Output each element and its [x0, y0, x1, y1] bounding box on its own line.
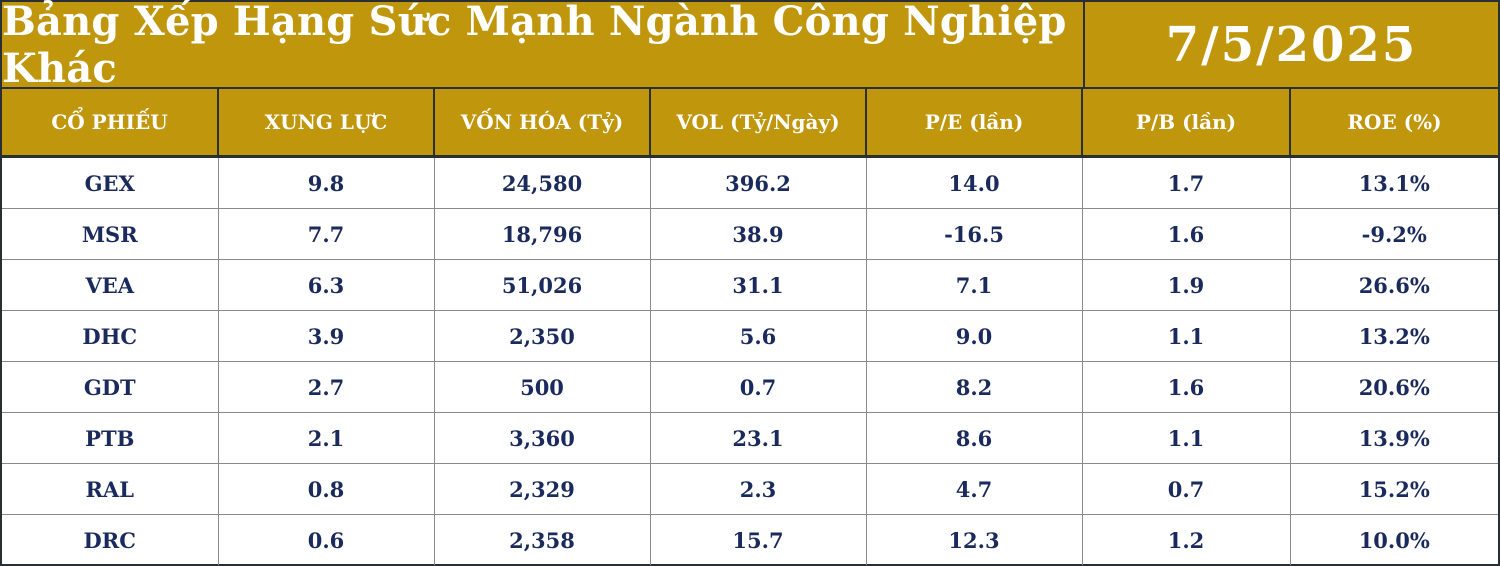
market-cap-cell: 2,329 — [434, 463, 651, 515]
pe-cell: 8.2 — [866, 361, 1083, 413]
table-row: GDT 2.7 500 0.7 8.2 1.6 20.6% — [2, 361, 1498, 413]
ticker-cell: MSR — [2, 208, 219, 260]
volume-cell: 0.7 — [650, 361, 867, 413]
ticker-cell: PTB — [2, 412, 219, 464]
pe-cell: 12.3 — [866, 514, 1083, 565]
pe-cell: 14.0 — [866, 156, 1083, 209]
column-header-pe: P/E (lần) — [866, 89, 1083, 158]
column-header-momentum: XUNG LỰC — [218, 89, 435, 158]
momentum-cell: 0.8 — [218, 463, 435, 515]
ticker-cell: VEA — [2, 259, 219, 311]
roe-cell: 26.6% — [1290, 259, 1498, 311]
report-date: 7/5/2025 — [1085, 2, 1498, 87]
pb-cell: 1.6 — [1082, 361, 1291, 413]
title-bar: Bảng Xếp Hạng Sức Mạnh Ngành Công Nghiệp… — [2, 0, 1498, 92]
pe-cell: 8.6 — [866, 412, 1083, 464]
pb-cell: 1.1 — [1082, 412, 1291, 464]
volume-cell: 38.9 — [650, 208, 867, 260]
volume-cell: 5.6 — [650, 310, 867, 362]
column-header-roe: ROE (%) — [1290, 89, 1498, 158]
pb-cell: 1.2 — [1082, 514, 1291, 565]
momentum-cell: 9.8 — [218, 156, 435, 209]
table-row: DRC 0.6 2,358 15.7 12.3 1.2 10.0% — [2, 514, 1498, 565]
header-row: CỔ PHIẾU XUNG LỰC VỐN HÓA (Tỷ) VOL (Tỷ/N… — [2, 89, 1498, 158]
momentum-cell: 3.9 — [218, 310, 435, 362]
column-header-market-cap: VỐN HÓA (Tỷ) — [434, 89, 651, 158]
pb-cell: 1.7 — [1082, 156, 1291, 209]
volume-cell: 31.1 — [650, 259, 867, 311]
stock-ranking-table: CỔ PHIẾU XUNG LỰC VỐN HÓA (Tỷ) VOL (Tỷ/N… — [2, 89, 1498, 565]
column-header-volume: VOL (Tỷ/Ngày) — [650, 89, 867, 158]
volume-cell: 2.3 — [650, 463, 867, 515]
pb-cell: 1.1 — [1082, 310, 1291, 362]
ticker-cell: GDT — [2, 361, 219, 413]
pb-cell: 0.7 — [1082, 463, 1291, 515]
ticker-cell: DHC — [2, 310, 219, 362]
table-header: CỔ PHIẾU XUNG LỰC VỐN HÓA (Tỷ) VOL (Tỷ/N… — [2, 89, 1498, 158]
roe-cell: 20.6% — [1290, 361, 1498, 413]
roe-cell: 15.2% — [1290, 463, 1498, 515]
pe-cell: 4.7 — [866, 463, 1083, 515]
ticker-cell: DRC — [2, 514, 219, 565]
table-row: PTB 2.1 3,360 23.1 8.6 1.1 13.9% — [2, 412, 1498, 464]
table-title: Bảng Xếp Hạng Sức Mạnh Ngành Công Nghiệp… — [2, 0, 1085, 92]
momentum-cell: 2.7 — [218, 361, 435, 413]
volume-cell: 396.2 — [650, 156, 867, 209]
column-header-ticker: CỔ PHIẾU — [2, 89, 219, 158]
roe-cell: 13.2% — [1290, 310, 1498, 362]
table-row: MSR 7.7 18,796 38.9 -16.5 1.6 -9.2% — [2, 208, 1498, 260]
pe-cell: -16.5 — [866, 208, 1083, 260]
table-body: GEX 9.8 24,580 396.2 14.0 1.7 13.1% MSR 7.7 18,79… — [2, 156, 1498, 565]
market-cap-cell: 2,350 — [434, 310, 651, 362]
table-row: DHC 3.9 2,350 5.6 9.0 1.1 13.2% — [2, 310, 1498, 362]
roe-cell: 10.0% — [1358, 527, 1430, 553]
market-cap-cell: 3,360 — [434, 412, 651, 464]
roe-cell: -9.2% — [1290, 208, 1498, 260]
momentum-cell: 6.3 — [218, 259, 435, 311]
pb-cell: 1.6 — [1082, 208, 1291, 260]
market-cap-cell: 24,580 — [434, 156, 651, 209]
table-row: RAL 0.8 2,329 2.3 4.7 0.7 15.2% — [2, 463, 1498, 515]
market-cap-cell: 51,026 — [434, 259, 651, 311]
roe-cell: 13.9% — [1290, 412, 1498, 464]
momentum-cell: 0.6 — [218, 514, 435, 565]
column-header-pb: P/B (lần) — [1082, 89, 1291, 158]
pe-cell: 7.1 — [866, 259, 1083, 311]
volume-cell: 15.7 — [650, 514, 867, 565]
market-cap-cell: 2,358 — [434, 514, 651, 565]
volume-cell: 23.1 — [650, 412, 867, 464]
table-row: VEA 6.3 51,026 31.1 7.1 1.9 26.6% — [2, 259, 1498, 311]
market-cap-cell: 18,796 — [434, 208, 651, 260]
roe-cell: 13.1% — [1290, 156, 1498, 209]
table-row: GEX 9.8 24,580 396.2 14.0 1.7 13.1% — [2, 156, 1498, 209]
pb-cell: 1.9 — [1082, 259, 1291, 311]
market-cap-cell: 500 — [434, 361, 651, 413]
ticker-cell: GEX — [2, 156, 219, 209]
momentum-cell: 7.7 — [218, 208, 435, 260]
momentum-cell: 2.1 — [218, 412, 435, 464]
pe-cell: 9.0 — [866, 310, 1083, 362]
ticker-cell: RAL — [2, 463, 219, 515]
